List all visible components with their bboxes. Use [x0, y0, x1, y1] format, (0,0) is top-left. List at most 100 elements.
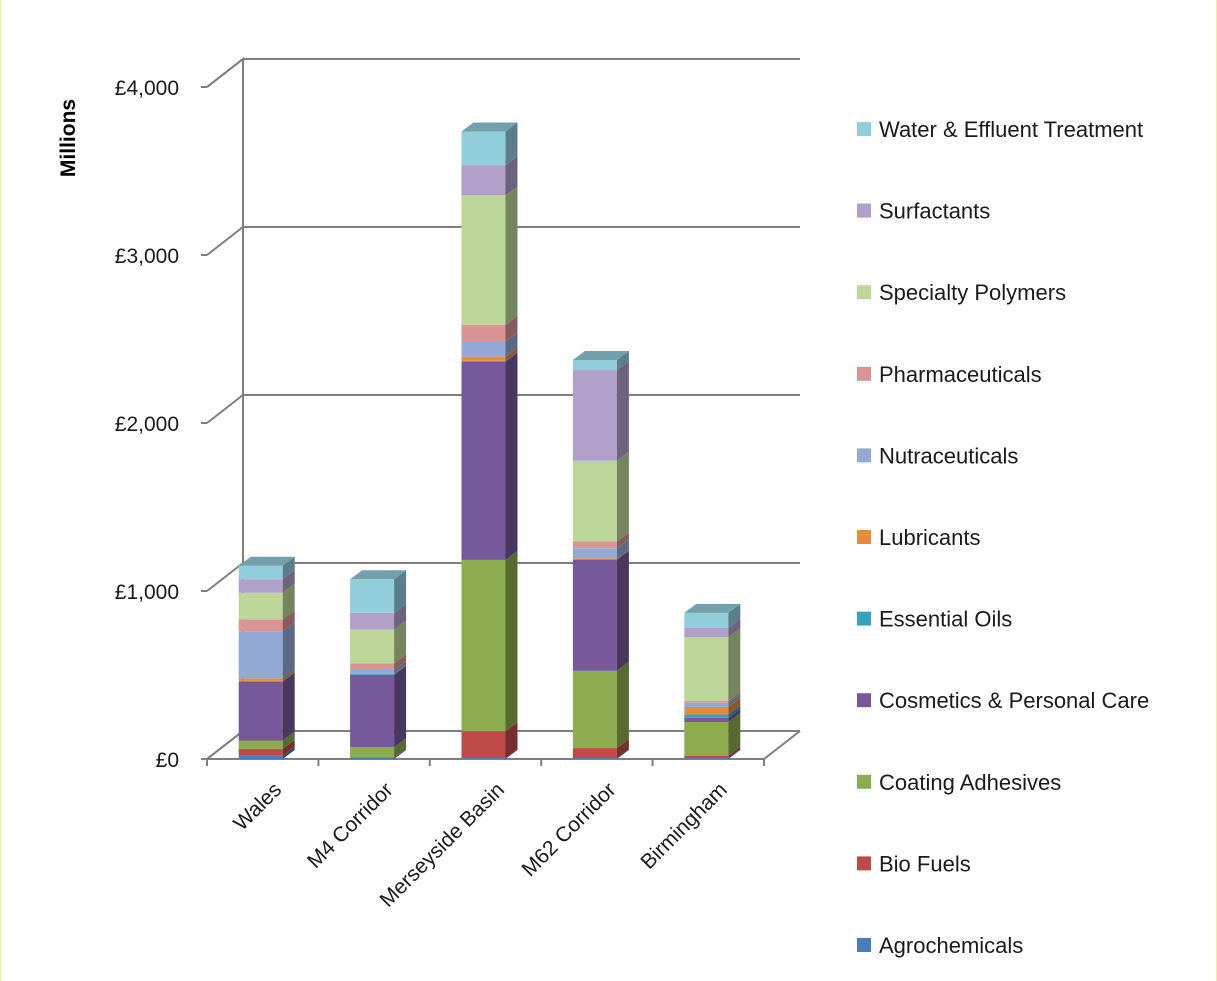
bar-segment — [461, 341, 506, 357]
bar-segment-side — [394, 665, 407, 675]
bar-segment — [238, 681, 283, 741]
bar-segment-side — [616, 661, 629, 749]
bar-segment — [238, 680, 283, 682]
bar-segment — [238, 565, 283, 580]
bars — [238, 122, 741, 759]
bar-segment-side — [282, 671, 295, 682]
bar-segment-side — [728, 618, 741, 638]
bar-segment-side — [505, 749, 518, 759]
bar-segment — [461, 324, 506, 342]
bar-segment-side — [394, 660, 407, 674]
bar-segment — [572, 758, 617, 759]
legend-label: Water & Effluent Treatment — [879, 117, 1143, 142]
bar-segment — [684, 637, 729, 702]
bar-segment-side — [728, 692, 741, 703]
bar-segment — [350, 663, 395, 670]
bar-segment — [572, 370, 617, 461]
bar-segment — [238, 678, 283, 681]
bar-top — [684, 603, 741, 613]
bar-segment — [350, 612, 395, 630]
legend-label: Specialty Polymers — [879, 280, 1066, 305]
bar-segment-side — [282, 583, 295, 620]
legend-label: Coating Adhesives — [879, 770, 1061, 795]
bar-segment-side — [728, 708, 741, 723]
legend-label: Nutraceuticals — [879, 443, 1018, 468]
legend-item: Essential Oils — [857, 607, 1012, 632]
bar-segment — [461, 360, 506, 362]
bar-segment — [350, 747, 395, 758]
bar-segment — [238, 740, 283, 749]
bar-segment — [684, 701, 729, 703]
bar-segment — [238, 619, 283, 632]
bar-segment-side — [282, 739, 295, 756]
bar-segment-side — [282, 610, 295, 632]
bar-segment — [572, 360, 617, 371]
bar-segment — [572, 558, 617, 560]
bar-segment-side — [728, 628, 741, 702]
bar-segment-side — [394, 654, 407, 670]
bar-segment — [238, 631, 283, 679]
bar-segment-side — [616, 739, 629, 759]
bar-segment-side — [505, 722, 518, 759]
legend-swatch — [857, 856, 871, 871]
bar-top — [238, 556, 295, 566]
legend-swatch — [857, 448, 871, 463]
x-tick-label: Wales — [229, 778, 286, 835]
bar-segment-side — [728, 713, 741, 756]
bar-segment-side — [394, 748, 407, 759]
gridline — [206, 58, 800, 88]
bar-segment-side — [616, 361, 629, 461]
legend-label: Pharmaceuticals — [879, 362, 1042, 387]
bar-segment — [572, 548, 617, 559]
legend-item: Cosmetics & Personal Care — [857, 688, 1149, 713]
bar-stack — [684, 603, 741, 759]
legend-item: Coating Adhesives — [857, 770, 1061, 795]
bar-segment — [461, 356, 506, 361]
legend-item: Agrochemicals — [857, 933, 1023, 958]
legend-swatch — [857, 693, 871, 708]
bar-segment-side — [728, 705, 741, 718]
bar-segment — [572, 559, 617, 671]
bar-segment — [238, 592, 283, 620]
bar-segment — [684, 722, 729, 756]
legend-swatch — [857, 530, 871, 544]
bar-segment — [238, 579, 283, 593]
bar-segment-side — [394, 620, 407, 664]
bar-segment-side — [282, 672, 295, 741]
bar-segment-side — [505, 156, 518, 196]
x-tick-label: M4 Corridor — [303, 778, 398, 873]
bar-segment-side — [282, 746, 295, 759]
bar-segment-side — [616, 532, 629, 549]
bar-segment — [684, 702, 729, 707]
legend-label: Surfactants — [879, 199, 990, 224]
bar-segment — [350, 673, 395, 675]
y-axis-title: Millions — [57, 99, 80, 177]
bar-segment — [350, 629, 395, 664]
bar-segment-side — [282, 556, 295, 580]
bar-segment-side — [505, 332, 518, 357]
bar-segment — [684, 706, 729, 715]
bar-segment — [461, 361, 506, 560]
legend-label: Bio Fuels — [879, 851, 971, 876]
bar-segment-side — [282, 731, 295, 749]
bar-segment — [572, 541, 617, 549]
bar-top — [572, 351, 629, 360]
bar-segment — [684, 758, 729, 759]
bar-segment-side — [505, 352, 518, 560]
bar-segment-side — [505, 186, 518, 325]
bar-segment — [684, 714, 729, 718]
bar-segment — [238, 755, 283, 759]
legend-swatch — [857, 203, 871, 218]
bar-stack — [238, 556, 295, 759]
legend-item: Water & Effluent Treatment — [857, 117, 1143, 142]
legend-item: Nutraceuticals — [857, 443, 1018, 468]
bar-segment-side — [728, 697, 741, 715]
legend-item: Bio Fuels — [857, 851, 971, 876]
bar-segment — [684, 717, 729, 723]
legend-swatch — [857, 285, 871, 300]
bar-segment — [350, 669, 395, 674]
bar-segment — [350, 674, 395, 675]
bar-segment — [461, 758, 506, 759]
